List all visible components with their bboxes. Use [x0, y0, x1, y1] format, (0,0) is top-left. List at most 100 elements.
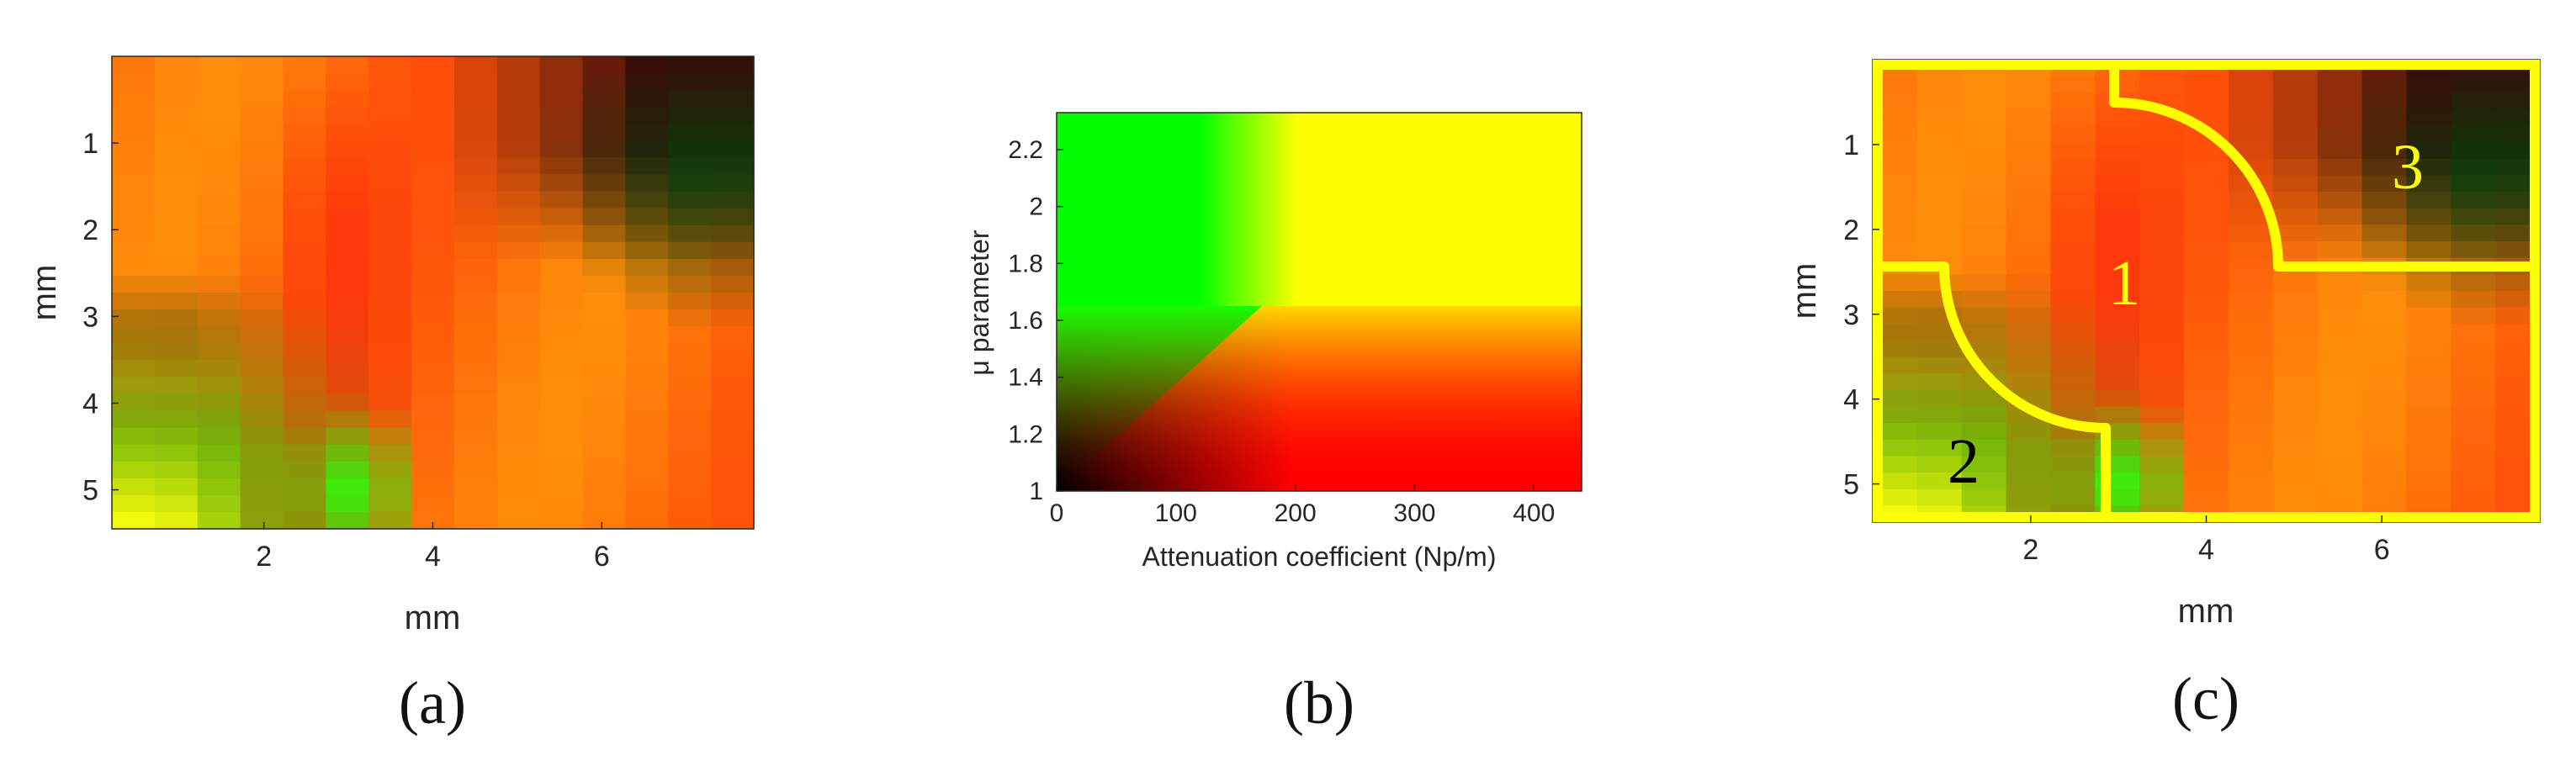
heatmap-cell [496, 275, 541, 293]
heatmap-cell [112, 73, 156, 91]
heatmap-cell [711, 293, 755, 310]
heatmap-cell [453, 461, 498, 479]
heatmap-cell [197, 343, 241, 361]
heatmap-cell [2406, 373, 2451, 391]
heatmap-cell [453, 427, 498, 446]
heatmap-cell [2050, 291, 2096, 309]
heatmap-cell [1873, 175, 1918, 193]
heatmap-cell [2050, 76, 2096, 93]
heatmap-cell [112, 343, 156, 361]
heatmap-cell [453, 309, 498, 327]
heatmap-cell [496, 140, 541, 159]
heatmap-cell [2451, 76, 2496, 93]
heatmap-cell [2361, 406, 2407, 424]
heatmap-cell [496, 461, 541, 479]
heatmap-cell [711, 140, 755, 159]
heatmap-cell [2228, 389, 2274, 408]
heatmap-cell [711, 224, 755, 243]
heatmap-cell [2361, 158, 2407, 177]
heatmap-cell [668, 309, 712, 327]
heatmap-cell [2451, 324, 2496, 341]
heatmap-cell [411, 494, 455, 513]
heatmap-cell [2006, 291, 2052, 309]
heatmap-cell [2495, 274, 2540, 292]
boundary-region-3-c [2109, 65, 2535, 272]
heatmap-cell [326, 56, 369, 74]
heatmap-cell [2451, 473, 2496, 490]
heatmap-cell [1916, 274, 1963, 292]
heatmap-cell [368, 73, 412, 91]
heatmap-cell [197, 224, 241, 243]
heatmap-cell [1961, 324, 2007, 341]
heatmap-cell [582, 410, 626, 429]
heatmap-cell [2451, 108, 2496, 127]
heatmap-cell [625, 56, 669, 74]
heatmap-cell [240, 511, 284, 530]
heatmap-cell [411, 275, 455, 293]
heatmap-cell [154, 360, 199, 378]
heatmap-cell [2184, 76, 2229, 93]
heatmap-cell [2317, 389, 2363, 408]
heatmap-cell [1916, 125, 1963, 143]
heatmap-cell [2272, 406, 2319, 424]
heatmap-cell [2361, 473, 2407, 490]
heatmap-cell [625, 494, 669, 513]
heatmap-cell [112, 140, 156, 159]
heatmap-cell [2050, 108, 2096, 127]
heatmap-cell [625, 258, 669, 277]
heatmap-cell [2406, 108, 2451, 127]
heatmap-cell [2006, 324, 2052, 341]
heatmap-cell [668, 107, 712, 124]
heatmap-cell [1961, 488, 2007, 506]
heatmap-cell [112, 461, 156, 479]
heatmap-cell [2451, 224, 2496, 242]
heatmap-cell [1916, 356, 1963, 374]
heatmap-cell [539, 208, 584, 226]
heatmap-cell [326, 427, 369, 446]
heatmap-cell [2184, 340, 2229, 358]
heatmap-cell [2451, 340, 2496, 358]
heatmap-cell [582, 478, 626, 496]
heatmap-cell [668, 208, 712, 226]
heatmap-cell [411, 427, 455, 446]
heatmap-cell [411, 157, 455, 176]
heatmap-cell [2050, 241, 2096, 259]
heatmap-cell [2451, 175, 2496, 193]
heatmap-cell [368, 157, 412, 176]
heatmap-cell [1873, 307, 1918, 325]
x-axis-label-b: Attenuation coefficient (Np/m) [1142, 541, 1497, 572]
heatmap-cell [2406, 324, 2451, 341]
heatmap-cell [625, 157, 669, 176]
heatmap-cell [2184, 224, 2229, 242]
heatmap-cell [2361, 192, 2407, 209]
heatmap-cell [582, 461, 626, 479]
heatmap-cell [668, 90, 712, 108]
heatmap-cell [411, 73, 455, 91]
heatmap-cell [2095, 257, 2140, 275]
heatmap-cell [582, 241, 626, 260]
x-tick-label-b: 300 [1393, 499, 1435, 527]
heatmap-cell [539, 275, 584, 293]
heatmap-cell [1916, 108, 1963, 127]
heatmap-cell [283, 494, 326, 513]
heatmap-cell [2228, 241, 2274, 259]
heatmap-cell [1961, 274, 2007, 292]
heatmap-cell [539, 174, 584, 193]
y-tick-label-c: 2 [1843, 214, 1859, 246]
heatmap-cell [2184, 356, 2229, 374]
heatmap-cell [2095, 158, 2140, 177]
heatmap-cell [625, 478, 669, 496]
heatmap-cell [2406, 192, 2451, 209]
heatmap-cell [154, 56, 199, 74]
heatmap-cell [2272, 125, 2319, 143]
heatmap-cell [2050, 257, 2096, 275]
heatmap-cell [411, 410, 455, 429]
heatmap-cell [496, 124, 541, 141]
heatmap-cell [625, 461, 669, 479]
heatmap-cell [2406, 291, 2451, 309]
heatmap-cell [112, 107, 156, 124]
heatmap-cell [411, 124, 455, 141]
heatmap-cell [2006, 423, 2052, 441]
heatmap-cell [453, 73, 498, 91]
heatmap-cell [2451, 92, 2496, 110]
